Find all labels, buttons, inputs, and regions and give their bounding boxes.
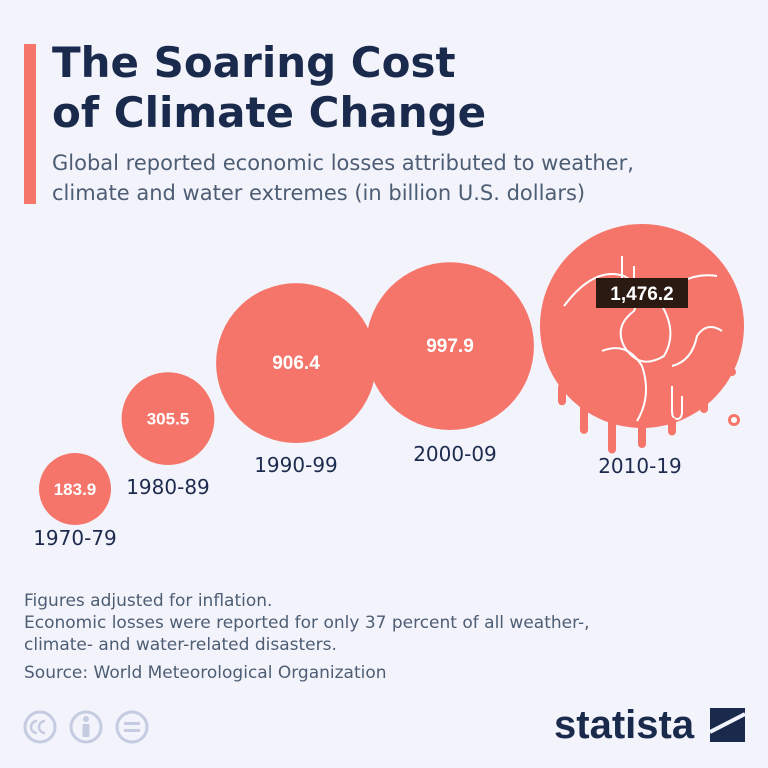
- category-label: 2000-09: [413, 442, 497, 466]
- subtitle: Global reported economic losses attribut…: [52, 148, 752, 208]
- no-derivatives-icon[interactable]: [115, 710, 149, 744]
- bubble-1970-79: 183.9 1970-79: [33, 452, 117, 550]
- accent-bar: [24, 44, 36, 204]
- bubble-circle: [540, 224, 744, 428]
- bubble-circle: [39, 452, 111, 525]
- bubble-2000-09: 997.9 2000-09: [366, 262, 534, 466]
- creative-commons-icon[interactable]: [23, 710, 57, 744]
- logo-wordmark: statista: [554, 703, 695, 746]
- value-label-box: [596, 278, 688, 308]
- note-coverage-line-2: climate- and water-related disasters.: [24, 635, 337, 655]
- value-label: 305.5: [147, 410, 190, 429]
- attribution-icon[interactable]: [69, 710, 103, 744]
- statista-logo[interactable]: statista: [554, 702, 746, 746]
- note-coverage-line-1: Economic losses were reported for only 3…: [24, 613, 590, 633]
- value-label: 1,476.2: [610, 284, 673, 305]
- note-inflation: Figures adjusted for inflation.: [24, 591, 273, 611]
- value-label: 183.9: [54, 480, 97, 499]
- drips: [558, 368, 740, 454]
- title-line-2: of Climate Change: [52, 88, 487, 137]
- bubble-1990-99: 906.4 1990-99: [216, 283, 376, 477]
- category-label: 1990-99: [254, 453, 338, 477]
- bubble-circle: [216, 283, 376, 443]
- value-label: 997.9: [426, 336, 474, 357]
- source-note: Source: World Meteorological Organizatio…: [24, 663, 387, 683]
- statista-flag-icon: [709, 708, 746, 742]
- bubble-circle: [366, 262, 534, 431]
- title-line-1: The Soaring Cost: [52, 38, 456, 87]
- value-label: 906.4: [272, 353, 320, 374]
- bubble-1980-89: 305.5 1980-89: [121, 372, 215, 499]
- category-label: 2010-19: [598, 454, 682, 478]
- category-label: 1970-79: [33, 526, 117, 550]
- footer-notes: Figures adjusted for inflation. Economic…: [24, 590, 744, 684]
- license-icons: [23, 710, 149, 744]
- subtitle-line-1: Global reported economic losses attribut…: [52, 151, 634, 175]
- bubble-2010-19: 1,476.2 2010-19: [540, 224, 744, 478]
- bubble-circle: [121, 372, 215, 465]
- subtitle-line-2: climate and water extremes (in billion U…: [52, 181, 586, 205]
- page-title: The Soaring Cost of Climate Change: [52, 38, 742, 138]
- category-label: 1980-89: [126, 475, 210, 499]
